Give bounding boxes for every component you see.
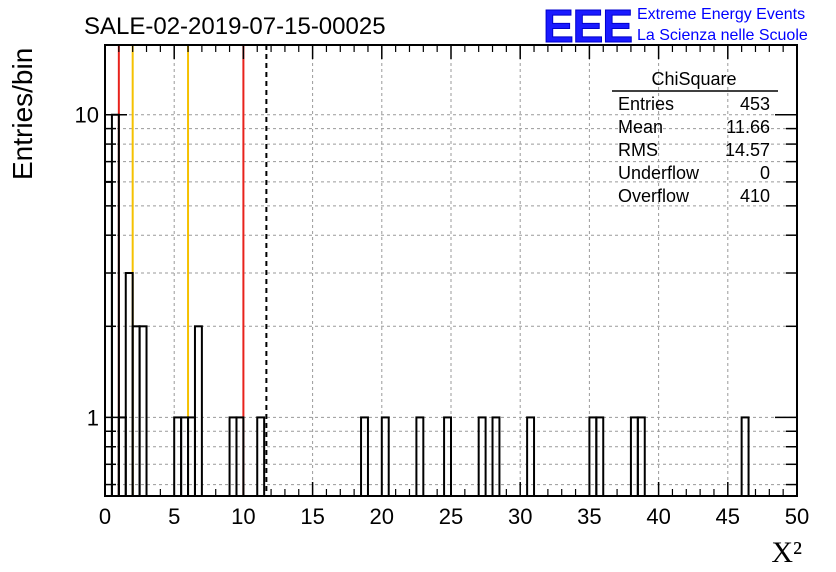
x-tick-label: 20	[370, 504, 394, 529]
stats-value-mean: 11.66	[726, 117, 770, 137]
stats-value-overflow: 410	[740, 186, 770, 206]
x-tick-label: 30	[508, 504, 532, 529]
stats-value-rms: 14.57	[725, 140, 770, 160]
stats-label-rms: RMS	[618, 140, 658, 160]
histogram-bar	[110, 113, 120, 497]
x-tick-label: 10	[231, 504, 255, 529]
x-tick-label: 0	[99, 504, 111, 529]
x-tick-label: 25	[439, 504, 463, 529]
x-tick-label: 45	[716, 504, 740, 529]
tick-labels-layer: 0 5 10 15 20 25 30 35 40 45 50 1 10	[75, 103, 810, 529]
stats-label-underflow: Underflow	[618, 163, 700, 183]
stats-value-entries: 453	[740, 94, 770, 114]
stats-title: ChiSquare	[651, 69, 736, 89]
stats-label-entries: Entries	[618, 94, 674, 114]
histogram-bar	[104, 180, 113, 497]
x-axis-label: X²	[771, 536, 802, 569]
x-tick-label: 40	[646, 504, 670, 529]
axis-ticks-layer	[104, 45, 798, 496]
logo-line-2: La Scienza nelle Scuole	[637, 27, 808, 44]
stats-value-underflow: 0	[760, 163, 770, 183]
logo-mark: EEE	[543, 0, 632, 52]
histogram-bar	[131, 325, 141, 497]
stats-label-overflow: Overflow	[618, 186, 690, 206]
x-tick-label: 35	[577, 504, 601, 529]
histogram-bar	[124, 272, 134, 497]
stats-box: ChiSquare Entries 453 Mean 11.66 RMS 14.…	[612, 69, 778, 206]
eee-logo: EEE Extreme Energy Events La Scienza nel…	[543, 0, 808, 53]
x-tick-label: 5	[168, 504, 180, 529]
x-tick-label: 50	[785, 504, 809, 529]
histogram-bar	[138, 325, 148, 497]
y-axis-label: Entries/bin	[7, 48, 38, 180]
grid-layer	[105, 45, 797, 496]
chart-title: SALE-02-2019-07-15-00025	[84, 13, 386, 40]
stats-label-mean: Mean	[618, 117, 663, 137]
y-tick-label: 10	[75, 103, 99, 128]
histogram-bar	[193, 325, 203, 497]
y-tick-label: 1	[87, 405, 99, 430]
logo-line-1: Extreme Energy Events	[637, 6, 805, 23]
x-tick-label: 15	[300, 504, 324, 529]
